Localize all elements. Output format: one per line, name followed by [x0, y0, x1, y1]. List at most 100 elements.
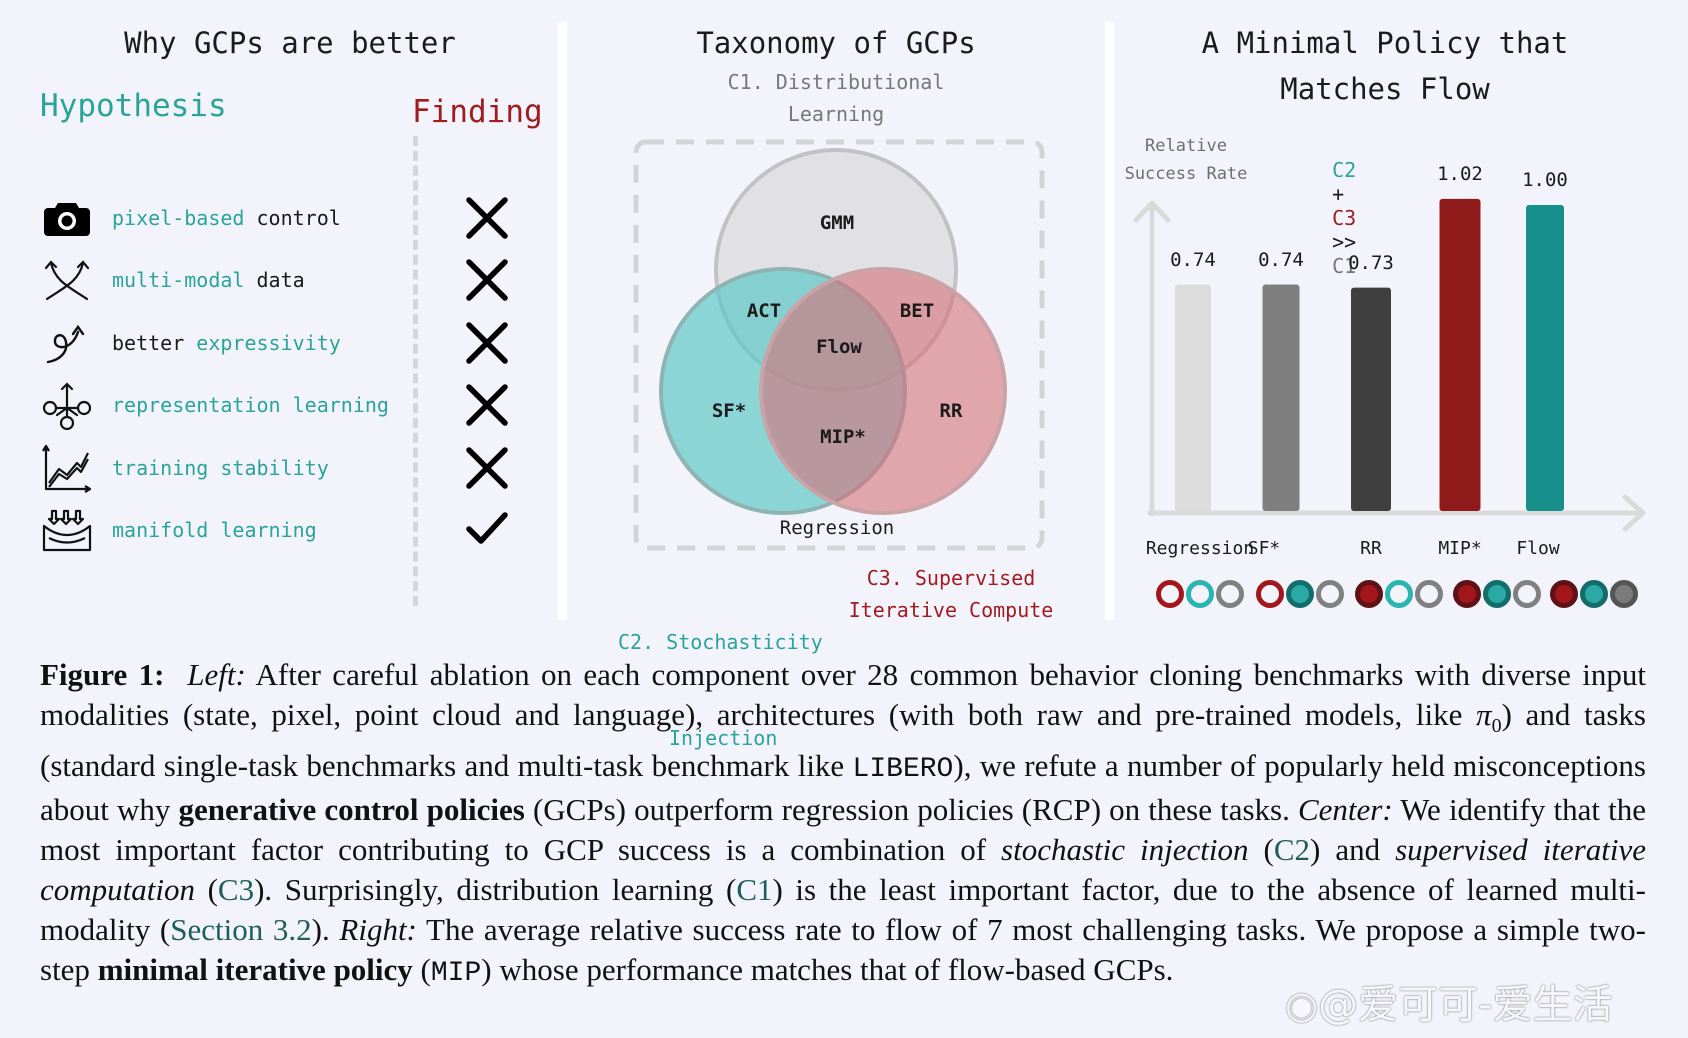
- caption-reference-link[interactable]: C2: [1273, 832, 1311, 868]
- component-markers: [1453, 580, 1541, 608]
- caption-text: ).: [311, 912, 340, 948]
- finding-header: Finding: [412, 94, 543, 130]
- c3-label-line1: C3. Supervised: [866, 566, 1036, 590]
- watermark-text: @爱可可-爱生活: [1318, 982, 1613, 1028]
- bar-value-label: 1.02: [1437, 162, 1483, 185]
- caption-text: ) and tasks (standard single-task benchm…: [40, 697, 1646, 784]
- caption-reference-link[interactable]: C1: [736, 872, 773, 908]
- bar-value-label: 0.74: [1170, 248, 1216, 271]
- venn-label-bet: BET: [899, 300, 935, 322]
- caption-text: supervised iterative computation: [40, 832, 1646, 908]
- c3-circle-rr: [759, 267, 1007, 515]
- marker-c2-empty: [1186, 580, 1214, 608]
- y-axis-label: Relative Success Rate: [1118, 132, 1254, 188]
- loop-arrow-icon: [40, 318, 94, 368]
- hypothesis-keyword: pixel-based: [112, 206, 245, 230]
- y-axis-arrowhead: [1133, 200, 1171, 223]
- x-axis-arrowhead: [1622, 494, 1646, 532]
- caption-text: MIP: [430, 958, 482, 990]
- caption-text: stochastic injection: [1001, 832, 1249, 868]
- c1-label-line1: C1. Distributional: [727, 70, 945, 94]
- hypothesis-word: data: [244, 268, 305, 292]
- manifold-icon: [40, 505, 94, 555]
- category-label: RR: [1360, 538, 1382, 559]
- weibo-logo-icon: ◉: [1285, 983, 1319, 1027]
- marker-c1-empty: [1316, 580, 1344, 608]
- bar-flow: [1526, 205, 1564, 511]
- caption-text: The average relative success rate to flo…: [40, 912, 1646, 988]
- category-label: MIP*: [1438, 538, 1482, 559]
- c2-label-line2: Injection: [669, 726, 778, 750]
- hypothesis-keyword: representation learning: [112, 393, 389, 417]
- formula-c3: C3: [1332, 206, 1357, 230]
- formula-annotation: C2 + C3 >> C1: [1308, 134, 1356, 278]
- caption-reference-link[interactable]: Section 3.2: [170, 912, 312, 948]
- formula-c2: C2: [1332, 158, 1357, 182]
- bar-regression: [1175, 284, 1211, 511]
- right-title-line1: A Minimal Policy that: [1201, 26, 1569, 60]
- math-pi-zero: π0: [1476, 697, 1502, 738]
- category-label: Regression: [1145, 538, 1255, 559]
- category-label: SF*: [1247, 538, 1281, 559]
- caption-text: ), we refute a number of popularly held …: [40, 748, 1646, 828]
- cross-icon: [462, 380, 512, 430]
- component-markers: [1156, 580, 1244, 608]
- bar-value-label: 0.74: [1258, 248, 1304, 271]
- left-panel-title: Why GCPs are better: [124, 26, 456, 60]
- bar-rr: [1351, 287, 1391, 511]
- hypothesis-text: multi-modal data: [112, 268, 305, 292]
- venn-label-gmm: GMM: [819, 212, 855, 234]
- x-axis: [1147, 494, 1646, 532]
- hypothesis-word: control: [244, 206, 341, 230]
- network-nodes-icon: [40, 380, 94, 430]
- right-panel-title: A Minimal Policy that Matches Flow: [1120, 20, 1650, 112]
- caption-text: (: [1248, 832, 1274, 868]
- line-chart-icon: [40, 443, 94, 493]
- venn-label-regression: Regression: [779, 517, 895, 539]
- caption-text: ) and: [1310, 832, 1396, 868]
- hypothesis-text: representation learning: [112, 393, 389, 417]
- caption-text: ) is the least important factor, due to …: [40, 872, 1646, 948]
- c1-label-line2: Learning: [787, 102, 885, 126]
- cross-icon: [462, 318, 512, 368]
- marker-c1-empty: [1216, 580, 1244, 608]
- regression-dashed-box: [633, 139, 1045, 551]
- caption-text: We identify that the most important fact…: [40, 792, 1646, 868]
- hypothesis-text: pixel-based control: [112, 206, 341, 230]
- component-markers: [1256, 580, 1344, 608]
- caption-text: generative control policies: [178, 792, 525, 828]
- caption-text: Left:: [187, 657, 246, 692]
- hypothesis-text: better expressivity: [112, 331, 341, 355]
- marker-c1-empty: [1513, 580, 1541, 608]
- check-icon: [462, 503, 512, 553]
- caption-text: (GCPs) outperform regression policies (R…: [524, 792, 1298, 828]
- venn-label-sf: SF*: [711, 400, 747, 422]
- marker-c2-empty: [1385, 580, 1413, 608]
- cross-icon: [462, 443, 512, 493]
- component-markers: [1550, 580, 1638, 608]
- caption-text: LIBERO: [852, 754, 954, 786]
- component-markers: [1355, 580, 1443, 608]
- c3-label-line2: Iterative Compute: [848, 598, 1054, 622]
- marker-c2-filled: [1286, 580, 1314, 608]
- finding-divider: [413, 136, 418, 606]
- formula-c1: C1: [1332, 254, 1357, 278]
- bar-sf-star: [1262, 284, 1300, 511]
- caption-text: After careful ablation on each component…: [40, 657, 1646, 732]
- venn-label-mip: MIP*: [820, 426, 866, 448]
- bar-mip-star: [1439, 198, 1481, 511]
- center-panel-title: Taxonomy of GCPs: [696, 26, 976, 60]
- right-title-line2: Matches Flow: [1280, 72, 1490, 106]
- marker-c3-filled: [1355, 580, 1383, 608]
- crossing-arrows-icon: [40, 255, 94, 305]
- c2-label-line1: C2. Stochasticity: [618, 630, 823, 654]
- caption-reference-link[interactable]: C3: [217, 872, 255, 908]
- caption-text: (: [412, 952, 431, 988]
- watermark: ◉@爱可可-爱生活: [1285, 972, 1613, 1030]
- caption-text: ) whose performance matches that of flow…: [481, 952, 1174, 988]
- marker-c1-filled: [1610, 580, 1638, 608]
- hypothesis-row: representation learning: [40, 380, 389, 430]
- c1-label: C1. Distributional Learning: [580, 66, 1092, 130]
- hypothesis-row: better expressivity: [40, 318, 341, 368]
- panel-divider-right: [1105, 22, 1114, 620]
